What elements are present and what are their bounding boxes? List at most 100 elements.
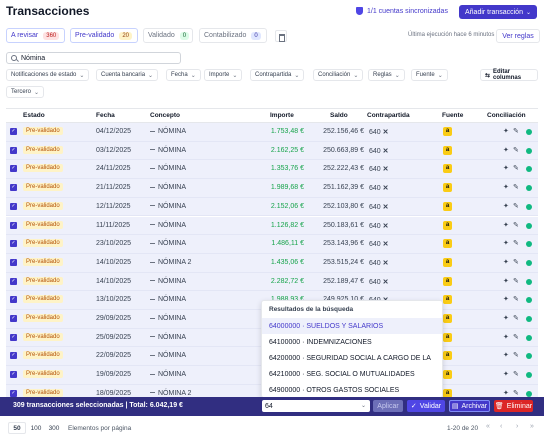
row-checkbox[interactable]: ✓: [10, 202, 17, 210]
column-header-estado[interactable]: Estado: [23, 112, 45, 119]
sparkle-icon[interactable]: ✦: [503, 240, 509, 248]
dropdown-option[interactable]: 64200000 · SEGURIDAD SOCIAL A CARGO DE L…: [269, 354, 431, 362]
cell-contrapartida[interactable]: 640 ✕: [369, 165, 389, 173]
sparkle-icon[interactable]: ✦: [503, 146, 509, 154]
sparkle-icon[interactable]: ✦: [503, 389, 509, 397]
row-checkbox[interactable]: ✓: [10, 184, 17, 192]
edit-icon[interactable]: ✎: [513, 165, 519, 173]
delete-button[interactable]: 🗑 Eliminar: [494, 400, 533, 412]
table-row[interactable]: ✓ Pre-validado 21/11/2025 NÓMINA 1.989,68 € 2…: [6, 179, 538, 198]
counterpart-input[interactable]: 64 ⌄: [262, 400, 370, 412]
column-header-fecha[interactable]: Fecha: [96, 112, 115, 119]
filter-tercero[interactable]: Tercero ⌄: [6, 86, 45, 98]
sparkle-icon[interactable]: ✦: [503, 277, 509, 285]
table-row[interactable]: ✓ Pre-validado 14/10/2025 NÓMINA 2 1.435,06 …: [6, 253, 538, 273]
view-rules-button[interactable]: Ver reglas: [496, 29, 540, 43]
column-header-contrapartida[interactable]: Contrapartida: [367, 112, 410, 119]
filter-conciliacion[interactable]: Conciliación ⌄: [313, 69, 364, 81]
close-icon[interactable]: ✕: [382, 278, 389, 286]
search-input[interactable]: Nómina: [6, 52, 181, 64]
sparkle-icon[interactable]: ✦: [503, 296, 509, 304]
edit-icon[interactable]: ✎: [513, 221, 519, 229]
filter-importe[interactable]: Importe ⌄: [204, 69, 243, 81]
column-header-saldo[interactable]: Saldo: [330, 112, 348, 119]
sparkle-icon[interactable]: ✦: [503, 333, 509, 341]
sparkle-icon[interactable]: ✦: [503, 202, 509, 210]
validate-button[interactable]: ✓ Validar: [407, 400, 445, 412]
close-icon[interactable]: ✕: [382, 203, 389, 211]
close-icon[interactable]: ✕: [382, 185, 389, 193]
sparkle-icon[interactable]: ✦: [503, 221, 509, 229]
filter-cuenta-bancaria[interactable]: Cuenta bancaria ⌄: [96, 69, 159, 81]
filter-notificaciones[interactable]: Notificaciones de estado ⌄: [6, 69, 90, 81]
row-checkbox[interactable]: ✓: [10, 258, 17, 266]
tab-pre-validado[interactable]: Pre-validado 20: [70, 28, 138, 43]
last-page-icon[interactable]: »: [530, 423, 534, 430]
edit-icon[interactable]: ✎: [513, 389, 519, 397]
close-icon[interactable]: ✕: [382, 166, 389, 174]
filter-reglas[interactable]: Reglas ⌄: [368, 69, 405, 81]
add-transaction-button[interactable]: Añadir transacción ⌄: [459, 5, 537, 19]
edit-icon[interactable]: ✎: [513, 184, 519, 192]
row-checkbox[interactable]: ✓: [10, 296, 17, 304]
next-page-icon[interactable]: ›: [516, 423, 519, 430]
close-icon[interactable]: ✕: [382, 259, 389, 267]
edit-icon[interactable]: ✎: [513, 352, 519, 360]
close-icon[interactable]: ✕: [382, 241, 389, 249]
tab-validado[interactable]: Validado 0: [143, 28, 193, 43]
edit-icon[interactable]: ✎: [513, 333, 519, 341]
trash-icon[interactable]: [275, 30, 287, 42]
row-checkbox[interactable]: ✓: [10, 389, 17, 397]
column-header-importe[interactable]: Importe: [270, 112, 294, 119]
close-icon[interactable]: ✕: [382, 222, 389, 230]
edit-icon[interactable]: ✎: [513, 277, 519, 285]
sparkle-icon[interactable]: ✦: [503, 165, 509, 173]
edit-icon[interactable]: ✎: [513, 296, 519, 304]
sparkle-icon[interactable]: ✦: [503, 352, 509, 360]
column-header-conciliacion[interactable]: Conciliación: [487, 112, 526, 119]
filter-fuente[interactable]: Fuente ⌄: [411, 69, 448, 81]
sync-status[interactable]: 1/1 cuentas sincronizadas: [356, 7, 448, 15]
filter-contrapartida[interactable]: Contrapartida ⌄: [250, 69, 305, 81]
row-checkbox[interactable]: ✓: [10, 221, 17, 229]
sparkle-icon[interactable]: ✦: [503, 371, 509, 379]
cell-contrapartida[interactable]: 640 ✕: [369, 259, 389, 267]
page-size-option[interactable]: 300: [48, 424, 60, 432]
prev-page-icon[interactable]: ‹: [500, 423, 503, 430]
edit-icon[interactable]: ✎: [513, 258, 519, 266]
table-row[interactable]: ✓ Pre-validado 03/12/2025 NÓMINA 2.162,25 € 2…: [6, 141, 538, 161]
sparkle-icon[interactable]: ✦: [503, 184, 509, 192]
edit-icon[interactable]: ✎: [513, 315, 519, 322]
sparkle-icon[interactable]: ✦: [503, 128, 509, 135]
filter-fecha[interactable]: Fecha ⌄: [166, 69, 201, 81]
apply-button[interactable]: Aplicar: [373, 400, 403, 412]
row-checkbox[interactable]: ✓: [10, 371, 17, 379]
edit-icon[interactable]: ✎: [513, 128, 519, 135]
row-checkbox[interactable]: ✓: [10, 277, 17, 285]
cell-contrapartida[interactable]: 640 ✕: [369, 222, 389, 230]
chevron-down-icon[interactable]: ⌄: [360, 403, 366, 409]
table-row[interactable]: ✓ Pre-validado 23/10/2025 NÓMINA 1.486,11 € 2…: [6, 235, 538, 254]
dropdown-option[interactable]: 64100000 · INDEMNIZACIONES: [269, 338, 372, 346]
edit-icon[interactable]: ✎: [513, 202, 519, 210]
first-page-icon[interactable]: «: [486, 423, 490, 430]
edit-columns-button[interactable]: ⇆ Editar columnas: [480, 69, 538, 81]
table-row[interactable]: ✓ Pre-validado 14/10/2025 NÓMINA 2.282,72 € 2…: [6, 272, 538, 292]
page-size-option[interactable]: 50: [8, 422, 26, 434]
row-checkbox[interactable]: ✓: [10, 165, 17, 173]
row-checkbox[interactable]: ✓: [10, 146, 17, 154]
cell-contrapartida[interactable]: 640 ✕: [369, 203, 389, 211]
column-header-fuente[interactable]: Fuente: [442, 112, 464, 119]
dropdown-option[interactable]: 64000000 · SUELDOS Y SALARIOS: [262, 318, 442, 334]
close-icon[interactable]: ✕: [382, 147, 389, 155]
row-checkbox[interactable]: ✓: [10, 240, 17, 248]
row-checkbox[interactable]: ✓: [10, 352, 17, 360]
dropdown-option[interactable]: 64900000 · OTROS GASTOS SOCIALES: [269, 386, 400, 394]
dropdown-option[interactable]: 64210000 · SEG. SOCIAL O MUTUALIDADES: [269, 370, 415, 378]
cell-contrapartida[interactable]: 640 ✕: [369, 128, 389, 136]
cell-contrapartida[interactable]: 640 ✕: [369, 240, 389, 248]
page-size-option[interactable]: 100: [30, 424, 42, 432]
close-icon[interactable]: ✕: [382, 129, 389, 136]
table-row[interactable]: ✓ Pre-validado 24/11/2025 NÓMINA 1.353,76 € 2…: [6, 160, 538, 180]
column-header-concepto[interactable]: Concepto: [150, 112, 180, 119]
